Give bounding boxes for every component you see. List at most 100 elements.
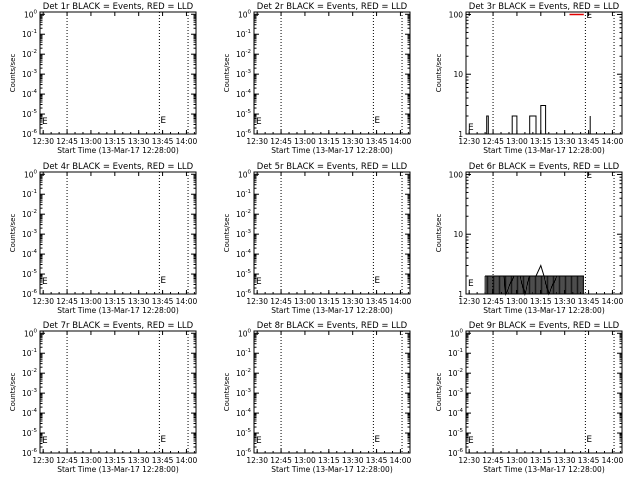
series-line-0	[485, 264, 584, 296]
panel-title: Det 8r BLACK = Events, RED = LLD	[257, 321, 408, 331]
x-tick-label: 12:30	[246, 297, 268, 306]
panel-det-4: Det 4r BLACK = Events, RED = LLD 12:30 12:…	[9, 162, 197, 315]
x-tick-label: 13:45	[366, 456, 388, 465]
y-tick-label: 10-6	[236, 289, 252, 299]
y-tick-label: 10	[453, 70, 463, 79]
panel-det-6: Det 6r BLACK = Events, RED = LLD 12:30 12:…	[435, 162, 623, 315]
y-tick-label: 10-3	[22, 388, 38, 398]
y-tick-label: 10-1	[448, 348, 463, 358]
panel-title: Det 5r BLACK = Events, RED = LLD	[257, 162, 408, 172]
annotation-e: E	[586, 11, 592, 21]
x-tick-label: 13:30	[554, 456, 576, 465]
y-tick-label: 10-5	[236, 269, 252, 279]
annotation-e: E	[468, 123, 474, 133]
x-tick-label: 12:45	[270, 456, 292, 465]
x-tick-label: 14:00	[390, 137, 412, 146]
panel-title: Det 4r BLACK = Events, RED = LLD	[43, 162, 194, 172]
x-tick-label: 12:30	[458, 137, 480, 146]
x-tick-label: 13:30	[554, 137, 576, 146]
panel-det-1: Det 1r BLACK = Events, RED = LLD 12:30 12:…	[9, 2, 197, 155]
plot-frame	[465, 330, 623, 454]
y-axis-label: Counts/sec	[223, 54, 231, 93]
y-tick-label: 100	[24, 9, 38, 19]
y-axis-label: Counts/sec	[435, 54, 443, 93]
x-tick-label: 13:15	[530, 297, 552, 306]
x-tick-label: 14:00	[176, 456, 198, 465]
x-tick-label: 12:30	[458, 456, 480, 465]
annotation-e: E	[586, 435, 592, 445]
plot-frame	[253, 330, 411, 454]
x-tick-label: 13:30	[342, 137, 364, 146]
y-tick-label: 10-2	[236, 49, 251, 59]
y-tick-label: 10-1	[236, 348, 251, 358]
x-tick-label: 13:45	[152, 297, 174, 306]
y-tick-label: 10-4	[22, 408, 38, 418]
plot-frame	[253, 11, 411, 135]
annotation-e: E	[374, 435, 380, 445]
x-tick-label: 12:45	[270, 297, 292, 306]
x-tick-label: 13:30	[342, 297, 364, 306]
x-tick-label: 12:45	[56, 456, 78, 465]
y-tick-label: 10-4	[236, 408, 252, 418]
y-axis-label: Counts/sec	[223, 214, 231, 253]
x-tick-label: 13:00	[80, 137, 102, 146]
plot-frame	[465, 11, 623, 135]
x-tick-label: 13:30	[554, 297, 576, 306]
y-tick-label: 10-5	[236, 109, 252, 119]
y-tick-label: 10-4	[22, 249, 38, 259]
panel-title: Det 7r BLACK = Events, RED = LLD	[43, 321, 194, 331]
plot-frame	[39, 171, 197, 295]
x-tick-label: 14:00	[390, 456, 412, 465]
y-tick-label: 10-2	[236, 368, 251, 378]
y-tick-label: 10-6	[22, 289, 38, 299]
x-axis-label: Start Time (13-Mar-17 12:28:00)	[271, 306, 393, 315]
annotation-e: E	[468, 279, 474, 289]
x-tick-label: 13:30	[128, 456, 150, 465]
y-tick-label: 10-3	[448, 388, 464, 398]
annotation-e: E	[160, 276, 166, 286]
y-axis-label: Counts/sec	[435, 373, 443, 412]
panel-det-9: Det 9r BLACK = Events, RED = LLD 12:30 12:…	[435, 321, 623, 474]
x-tick-label: 13:45	[366, 297, 388, 306]
x-tick-label: 13:00	[506, 456, 528, 465]
y-tick-label: 10-3	[236, 69, 252, 79]
panel-det-2: Det 2r BLACK = Events, RED = LLD 12:30 12:…	[223, 2, 411, 155]
panel-title: Det 6r BLACK = Events, RED = LLD	[469, 162, 620, 172]
x-axis-label: Start Time (13-Mar-17 12:28:00)	[483, 146, 605, 155]
x-tick-label: 12:30	[32, 297, 54, 306]
y-tick-label: 10	[453, 230, 463, 239]
y-tick-label: 10-1	[22, 189, 37, 199]
panel-title: Det 2r BLACK = Events, RED = LLD	[257, 2, 408, 12]
x-axis-label: Start Time (13-Mar-17 12:28:00)	[483, 465, 605, 474]
y-tick-label: 10-1	[236, 189, 251, 199]
x-tick-label: 13:45	[578, 297, 600, 306]
y-axis-label: Counts/sec	[223, 373, 231, 412]
annotation-e: E	[256, 436, 262, 446]
y-tick-label: 1	[458, 290, 463, 299]
x-tick-label: 13:15	[104, 456, 126, 465]
x-tick-label: 13:15	[530, 456, 552, 465]
panel-title: Det 3r BLACK = Events, RED = LLD	[469, 2, 620, 12]
series-line-0	[486, 105, 591, 135]
y-tick-label: 100	[238, 9, 252, 19]
y-tick-label: 100	[238, 328, 252, 338]
x-tick-label: 13:15	[318, 297, 340, 306]
x-tick-label: 14:00	[602, 137, 624, 146]
y-tick-label: 10-4	[22, 89, 38, 99]
y-tick-label: 10-4	[448, 408, 464, 418]
annotation-e: E	[160, 435, 166, 445]
y-tick-label: 10-1	[22, 29, 37, 39]
y-tick-label: 10-3	[236, 229, 252, 239]
x-tick-label: 13:45	[152, 137, 174, 146]
x-tick-label: 12:45	[56, 297, 78, 306]
y-tick-label: 10-6	[236, 448, 252, 458]
y-tick-label: 100	[450, 328, 464, 338]
x-tick-label: 13:45	[366, 137, 388, 146]
panel-det-7: Det 7r BLACK = Events, RED = LLD 12:30 12:…	[9, 321, 197, 474]
annotation-e: E	[374, 276, 380, 286]
panel-title: Det 9r BLACK = Events, RED = LLD	[469, 321, 620, 331]
y-tick-label: 10-2	[22, 368, 37, 378]
annotation-e: E	[42, 117, 48, 127]
x-tick-label: 12:30	[32, 456, 54, 465]
